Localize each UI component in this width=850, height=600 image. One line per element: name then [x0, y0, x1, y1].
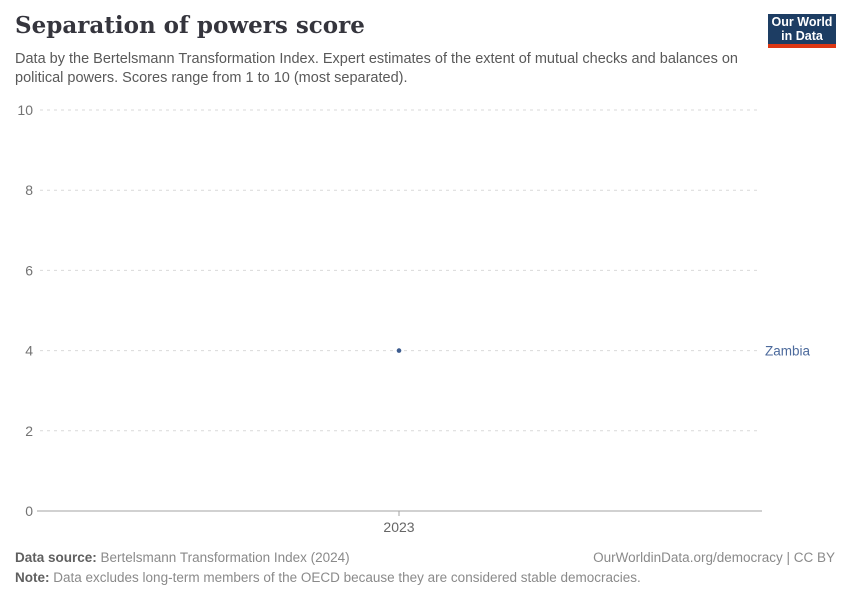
data-source-value: Bertelsmann Transformation Index (2024)	[96, 549, 350, 565]
attribution-link[interactable]: OurWorldinData.org/democracy | CC BY	[593, 549, 835, 565]
x-tick-label: 2023	[383, 519, 414, 535]
footer-row-note: Note: Data excludes long-term members of…	[15, 567, 835, 587]
owid-logo-line2: in Data	[781, 29, 823, 43]
footer-row-source: Data source: Bertelsmann Transformation …	[15, 547, 835, 567]
y-tick-label: 6	[25, 262, 33, 278]
data-point-zambia[interactable]	[396, 348, 402, 353]
y-tick-label: 10	[17, 102, 33, 118]
plot-area: 0 2 4 6 8 10 2023 Zambia	[0, 95, 850, 540]
y-tick-label: 8	[25, 182, 33, 198]
owid-logo-line1: Our World	[771, 15, 833, 29]
page-title: Separation of powers score	[15, 12, 365, 39]
series-label-zambia[interactable]: Zambia	[765, 344, 811, 359]
y-tick-label: 4	[25, 343, 33, 359]
chart-subtitle: Data by the Bertelsmann Transformation I…	[15, 51, 738, 87]
note-label: Note:	[15, 569, 50, 585]
data-source-line: Data source: Bertelsmann Transformation …	[15, 550, 350, 565]
y-tick-label: 0	[25, 503, 33, 519]
chart-footer: Data source: Bertelsmann Transformation …	[15, 547, 835, 587]
y-tick-label: 2	[25, 423, 33, 439]
scatter-plot: 0 2 4 6 8 10 2023 Zambia	[17, 102, 811, 535]
owid-logo[interactable]: Our World in Data	[768, 14, 836, 48]
note-line: Note: Data excludes long-term members of…	[15, 570, 641, 585]
note-value: Data excludes long-term members of the O…	[49, 569, 641, 585]
data-source-label: Data source:	[15, 549, 97, 565]
